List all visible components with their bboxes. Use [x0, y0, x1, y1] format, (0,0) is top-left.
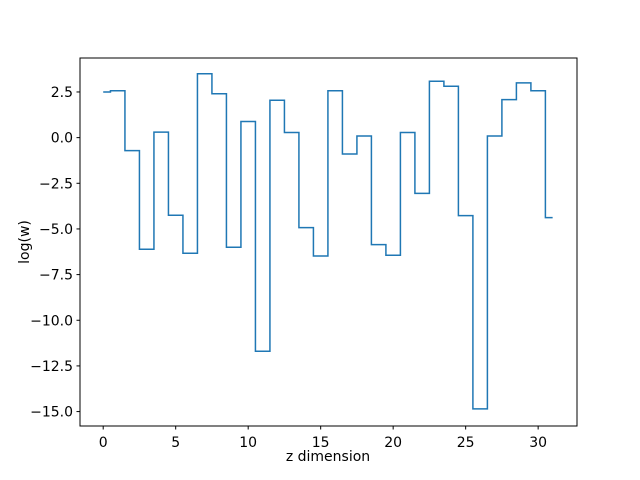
y-tick-label: −12.5: [30, 359, 73, 375]
y-tick-label: −2.5: [39, 176, 73, 192]
x-axis-label: z dimension: [286, 449, 370, 465]
x-tick-label: 30: [529, 435, 547, 451]
x-tick-label: 0: [99, 435, 108, 451]
y-tick-label: 2.5: [51, 85, 73, 101]
axes-frame: [79, 57, 578, 427]
step-line: [103, 72, 553, 410]
y-tick-label: −15.0: [30, 405, 73, 421]
y-tick-label: −5.0: [39, 222, 73, 238]
y-tick-label: 0.0: [51, 131, 73, 147]
y-axis-label: log(w): [17, 220, 33, 264]
y-tick-label: −7.5: [39, 268, 73, 284]
x-tick-label: 10: [239, 435, 257, 451]
x-tick-label: 20: [384, 435, 402, 451]
x-tick-label: 5: [171, 435, 180, 451]
plot-contents: 0 5 10 15 20 25 30 2.5 0.0 −2.5 −5.0 −7.5 −10.0 −12.5…: [30, 72, 553, 451]
x-tick-label: 15: [312, 435, 330, 451]
y-tick-label: −10.0: [30, 313, 73, 329]
x-tick-label: 25: [457, 435, 475, 451]
